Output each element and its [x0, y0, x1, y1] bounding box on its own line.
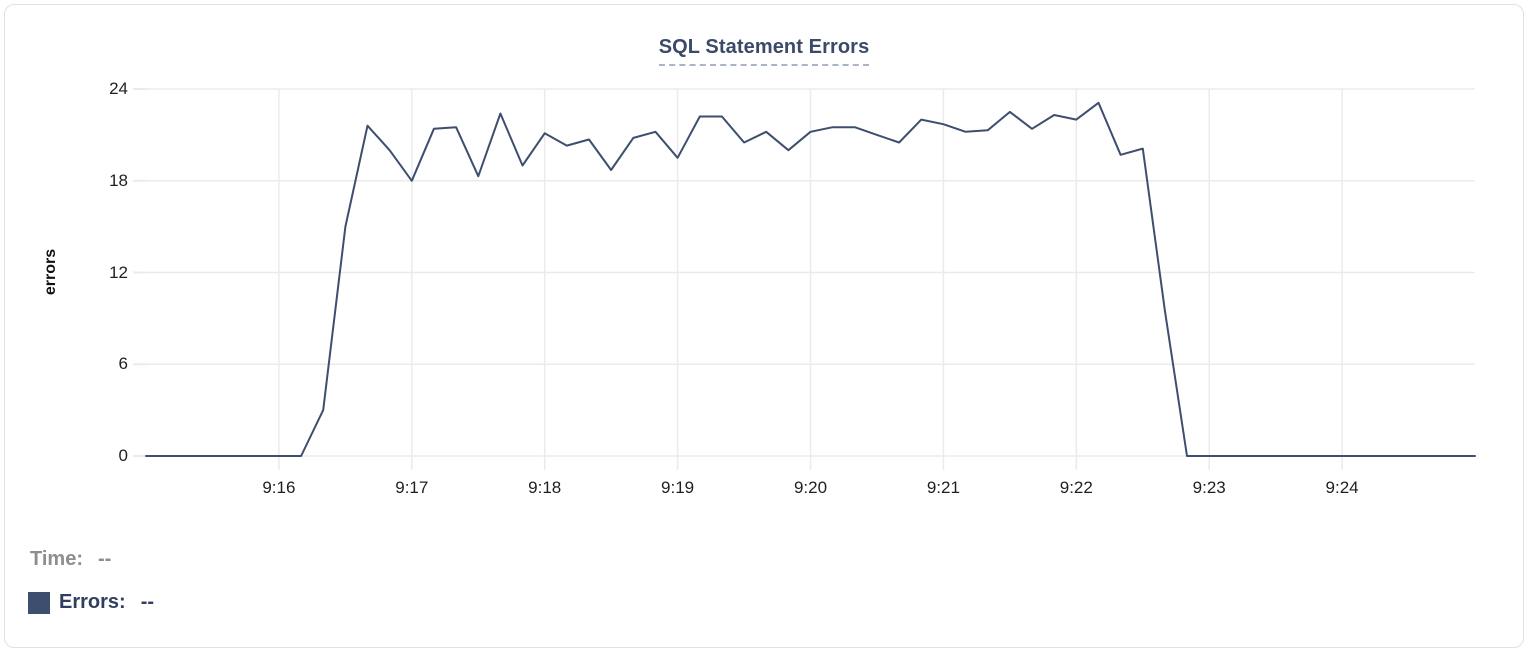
errors-series-line [145, 101, 1476, 457]
time-label: Time: [30, 548, 83, 570]
errors-value: -- [140, 591, 155, 613]
x-tick-label: 9:24 [1325, 478, 1359, 497]
y-tick-label: 0 [118, 446, 128, 465]
errors-series-swatch [28, 591, 50, 614]
x-tick-label: 9:21 [926, 478, 960, 497]
x-tick-label: 9:16 [262, 478, 296, 497]
x-tick-label: 9:20 [793, 478, 828, 497]
line-chart-plot[interactable] [5, 5, 1528, 657]
y-tick-label: 6 [118, 354, 128, 374]
chart-card: SQL Statement Errors errors 24 18 12 6 0 9:1… [4, 4, 1524, 648]
chart-title[interactable]: SQL Statement Errors [658, 36, 870, 66]
y-tick-label: 12 [109, 262, 128, 282]
errors-readout-row: Errors: -- [28, 591, 154, 614]
time-readout-row: Time: -- [30, 548, 111, 571]
x-tick-label: 9:19 [661, 478, 695, 497]
chart-header: SQL Statement Errors [5, 36, 1523, 66]
errors-label: Errors: [59, 591, 126, 613]
x-tick-label: 9:17 [395, 478, 429, 497]
x-tick-label: 9:23 [1192, 478, 1226, 497]
time-value: -- [97, 548, 112, 570]
y-tick-label: 18 [109, 170, 128, 190]
x-tick-label: 9:18 [528, 478, 562, 497]
y-tick-label: 24 [109, 79, 128, 98]
x-tick-label: 9:22 [1059, 478, 1093, 497]
